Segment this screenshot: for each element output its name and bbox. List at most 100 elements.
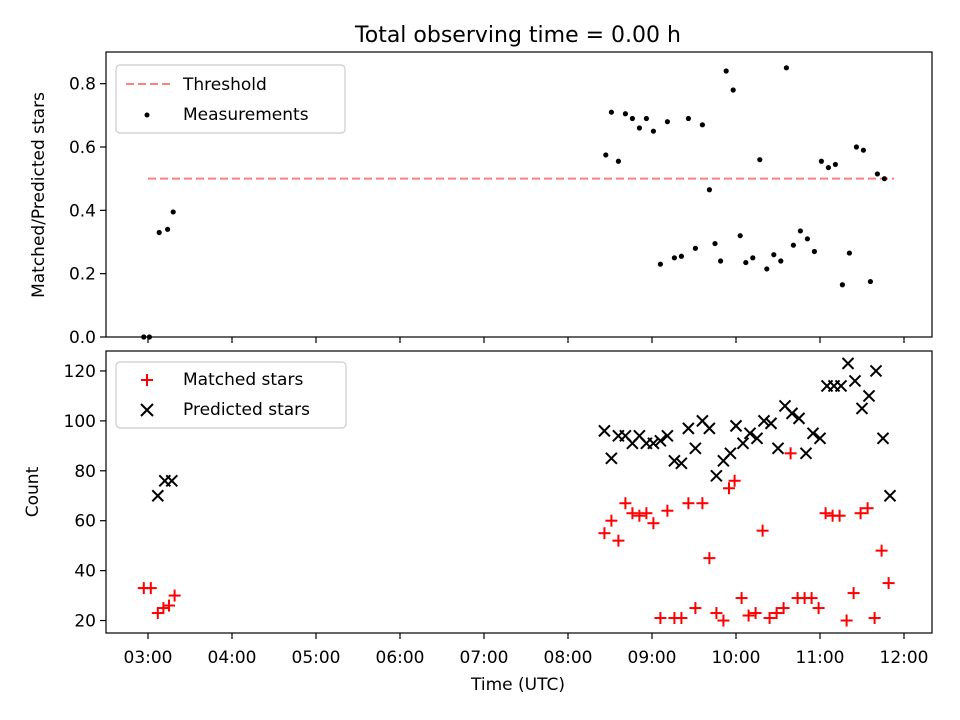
- predicted-star-point-b: [855, 402, 869, 415]
- x-tick-label: 12:00: [880, 648, 929, 668]
- predicted-star-point: [605, 452, 618, 465]
- measurement-point: [643, 115, 650, 122]
- predicted-star-point: [724, 447, 737, 460]
- matched-star-point: [696, 497, 709, 510]
- top-legend: Threshold Measurements: [115, 64, 346, 134]
- top-y-tick-label: 0.8: [69, 75, 96, 95]
- predicted-star-point: [165, 474, 179, 487]
- predicted-star-point: [848, 374, 862, 388]
- top-y-tick-label: 0.0: [69, 328, 96, 348]
- measurement-point: [874, 171, 881, 177]
- matched-star-point: [633, 509, 646, 522]
- predicted-star-point-b: [729, 419, 743, 433]
- measurement-point: [839, 282, 846, 288]
- measurement-point: [156, 229, 162, 236]
- matched-star-point: [847, 587, 860, 600]
- measurement-point: [853, 144, 860, 150]
- predicted-star-point-b: [799, 447, 813, 460]
- measurement-point: [603, 152, 609, 158]
- matched-star-point: [805, 592, 818, 605]
- x-tick-label: 03:00: [124, 648, 173, 668]
- legend-measurements-swatch: [144, 112, 150, 118]
- matched-star-point: [654, 612, 667, 625]
- matched-star-point: [598, 527, 611, 540]
- measurement-point: [706, 187, 713, 193]
- bottom-y-tick-label: 20: [74, 612, 96, 632]
- predicted-star-point-b: [165, 474, 179, 487]
- bottom-panel: 20 40 60 80 100 120 03:00 04:00 05:00 06:00 07:00…: [23, 350, 933, 695]
- measurement-point: [718, 258, 724, 264]
- legend-threshold-label: Threshold: [182, 75, 267, 95]
- predicted-star-point: [151, 489, 165, 502]
- top-y-tick-label: 0.2: [69, 265, 96, 285]
- bottom-y-axis-label: Count: [23, 466, 43, 517]
- predicted-star-point: [876, 432, 890, 445]
- predicted-star-point-b: [633, 429, 646, 443]
- predicted-star-point-b: [736, 437, 750, 450]
- predicted-star-point: [703, 422, 716, 435]
- predicted-star-point-b: [750, 432, 764, 445]
- predicted-star-point-b: [778, 399, 792, 413]
- measurement-point: [636, 125, 643, 131]
- bottom-y-tick-label: 100: [64, 412, 96, 432]
- predicted-star-point: [743, 427, 757, 440]
- predicted-star-point-b: [876, 432, 890, 445]
- x-tick-label: 06:00: [376, 648, 425, 668]
- matched-star-point: [735, 592, 748, 605]
- measurement-point: [622, 111, 629, 117]
- matched-star-point: [605, 514, 618, 527]
- measurement-point: [811, 248, 818, 255]
- predicted-star-point-b: [764, 417, 778, 430]
- measurement-point: [615, 158, 622, 164]
- predicted-star-point: [799, 447, 813, 460]
- predicted-star-point: [598, 424, 611, 438]
- predicted-star-point: [883, 489, 897, 502]
- measurement-point: [629, 115, 636, 122]
- measurement-point: [804, 236, 811, 242]
- predicted-star-point: [806, 427, 820, 440]
- predicted-star-point-b: [661, 429, 674, 443]
- predicted-star-point: [771, 442, 785, 455]
- matched-star-point: [661, 504, 674, 517]
- measurement-point: [699, 122, 706, 128]
- predicted-star-point: [869, 364, 883, 378]
- matched-stars-points: [137, 447, 895, 627]
- predicted-star-point-b: [813, 432, 827, 445]
- measurement-point: [778, 258, 784, 264]
- predicted-star-point-b: [689, 442, 702, 455]
- measurement-point: [743, 259, 749, 266]
- predicted-star-point: [729, 419, 743, 433]
- predicted-star-point: [710, 469, 723, 482]
- x-tick-label: 04:00: [208, 648, 257, 668]
- bottom-y-ticks: 20 40 60 80 100 120: [64, 362, 106, 632]
- predicted-star-point-b: [862, 389, 876, 403]
- predicted-star-point-b: [654, 434, 667, 448]
- x-tick-label: 11:00: [796, 648, 845, 668]
- matched-star-point: [777, 602, 790, 615]
- matched-star-point: [756, 524, 769, 537]
- matched-star-point: [144, 582, 157, 595]
- predicted-star-point: [757, 414, 771, 428]
- matched-star-point: [784, 447, 797, 460]
- top-y-axis-label: Matched/Predicted stars: [29, 92, 49, 298]
- predicted-star-point-b: [841, 357, 855, 370]
- measurement-point: [657, 261, 664, 267]
- predicted-star-point-b: [619, 429, 632, 443]
- measurement-point: [664, 119, 671, 125]
- matched-star-point: [840, 614, 853, 627]
- matched-star-point: [819, 507, 832, 520]
- measurement-point: [846, 250, 853, 256]
- predicted-star-point-b: [848, 374, 862, 388]
- predicted-star-point-b: [682, 422, 695, 435]
- predicted-star-point: [834, 379, 848, 393]
- predicted-star-point-b: [605, 452, 618, 465]
- predicted-star-point-b: [834, 379, 848, 393]
- measurement-point: [692, 245, 699, 251]
- measurement-point: [860, 147, 867, 153]
- bottom-y-tick-label: 60: [74, 512, 96, 532]
- matched-star-point: [717, 614, 730, 627]
- matched-star-point: [875, 544, 888, 557]
- matched-star-point: [675, 612, 688, 625]
- predicted-star-point-b: [668, 454, 681, 468]
- measurement-point: [678, 253, 685, 259]
